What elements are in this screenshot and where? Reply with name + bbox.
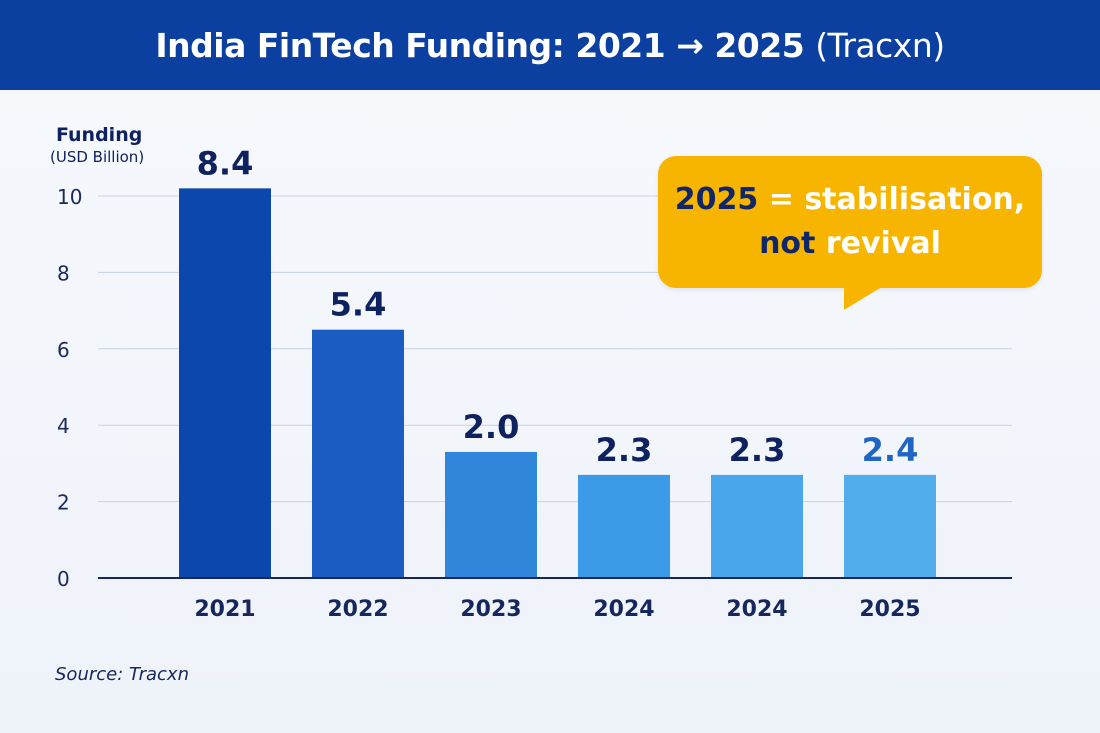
- y-tick-6: 6: [57, 338, 70, 362]
- callout-highlight-not: not: [759, 226, 816, 261]
- x-tick-0: 2021: [194, 597, 255, 622]
- y-tick-labels: 0 2 4 6 8 10: [57, 185, 82, 591]
- bar-2025-5: [844, 474, 936, 578]
- bar-2022-1: [312, 329, 404, 578]
- value-label-4: 2.3: [729, 431, 786, 469]
- y-tick-0: 0: [57, 567, 70, 591]
- bars: [179, 188, 936, 579]
- callout-text-1: = stabilisation,: [758, 182, 1026, 217]
- value-labels: 8.4 5.4 2.0 2.3 2.3 2.4: [197, 144, 919, 469]
- source-note: Source: Tracxn: [55, 664, 189, 685]
- y-axis-label: Funding: [56, 124, 143, 146]
- callout-bubble: 2025 = stabilisation, not revival: [658, 156, 1042, 310]
- x-tick-1: 2022: [327, 597, 388, 622]
- y-axis-title: Funding (USD Billion): [50, 124, 145, 166]
- value-label-1: 5.4: [330, 286, 387, 324]
- chart-title-main: India FinTech Funding: 2021 → 2025: [155, 25, 805, 65]
- chart-title-suffix: (Tracxn): [815, 25, 945, 65]
- callout-highlight-year: 2025: [674, 182, 759, 217]
- x-tick-3: 2024: [593, 597, 654, 622]
- y-tick-10: 10: [57, 185, 82, 209]
- y-axis-unit: (USD Billion): [50, 148, 145, 166]
- x-tick-2: 2023: [460, 597, 521, 622]
- value-label-5: 2.4: [862, 431, 919, 469]
- bar-2021-0: [179, 188, 271, 579]
- bar-2024-4: [711, 474, 803, 578]
- value-label-2: 2.0: [463, 408, 520, 446]
- value-label-0: 8.4: [197, 144, 254, 182]
- bar-2023-2: [445, 451, 537, 578]
- callout-line-2: not revival: [759, 222, 941, 266]
- value-label-3: 2.3: [596, 431, 653, 469]
- callout-line-1: 2025 = stabilisation,: [675, 178, 1025, 222]
- y-tick-8: 8: [57, 261, 70, 285]
- bar-2024-3: [578, 474, 670, 578]
- y-tick-2: 2: [57, 491, 70, 515]
- callout-text-2: revival: [815, 226, 941, 261]
- x-tick-labels: 2021 2022 2023 2024 2024 2025: [194, 597, 920, 622]
- chart-title: India FinTech Funding: 2021 → 2025 (Trac…: [155, 25, 945, 65]
- y-tick-4: 4: [57, 414, 70, 438]
- x-tick-4: 2024: [726, 597, 787, 622]
- x-tick-5: 2025: [859, 597, 920, 622]
- title-banner: India FinTech Funding: 2021 → 2025 (Trac…: [0, 0, 1100, 90]
